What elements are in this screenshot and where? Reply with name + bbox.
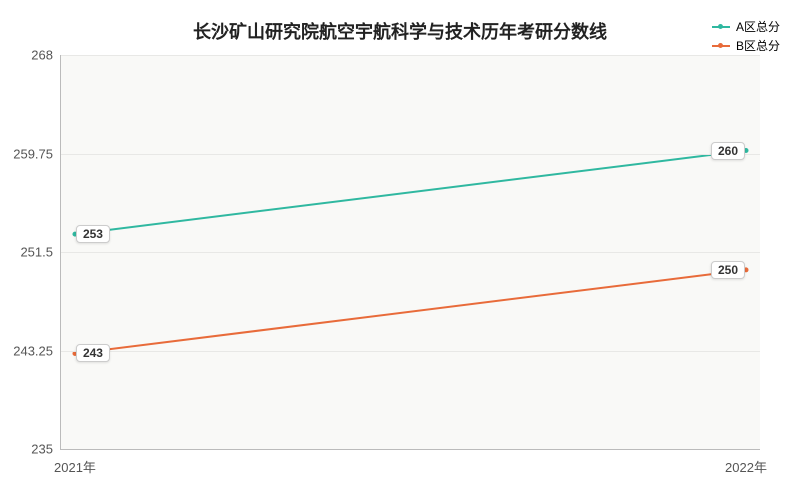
chart-title: 长沙矿山研究院航空宇航科学与技术历年考研分数线 [0,18,800,44]
point-label: 253 [76,225,110,243]
legend-swatch-a [712,26,730,28]
ytick-label: 268 [31,48,61,63]
point-label: 250 [711,261,745,279]
legend-label-a: A区总分 [736,18,780,35]
series-line [75,270,746,354]
series-line [75,151,746,235]
legend-label-b: B区总分 [736,37,780,54]
xtick-label: 2022年 [725,449,767,476]
plot-area: 235243.25251.5259.752682021年2022年2532602… [60,55,760,450]
legend-item-a: A区总分 [712,18,780,35]
gridline [61,55,760,56]
legend-item-b: B区总分 [712,37,780,54]
legend: A区总分 B区总分 [712,18,780,56]
gridline [61,252,760,253]
point-label: 243 [76,344,110,362]
ytick-label: 251.5 [20,245,61,260]
point-label: 260 [711,142,745,160]
ytick-label: 259.75 [13,146,61,161]
gridline [61,351,760,352]
gridline [61,154,760,155]
xtick-label: 2021年 [54,449,96,476]
ytick-label: 243.25 [13,343,61,358]
legend-swatch-b [712,45,730,47]
chart-container: 长沙矿山研究院航空宇航科学与技术历年考研分数线 A区总分 B区总分 235243… [0,0,800,500]
